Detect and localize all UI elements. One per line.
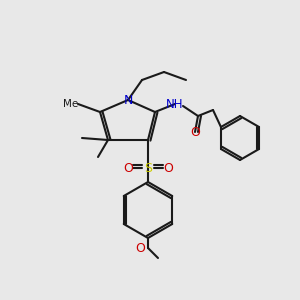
Text: O: O: [190, 125, 200, 139]
Text: O: O: [123, 161, 133, 175]
Text: O: O: [135, 242, 145, 254]
Text: NH: NH: [166, 98, 184, 110]
Text: O: O: [163, 161, 173, 175]
Text: Me: Me: [63, 99, 78, 109]
Text: N: N: [123, 94, 133, 106]
Text: S: S: [144, 161, 152, 175]
